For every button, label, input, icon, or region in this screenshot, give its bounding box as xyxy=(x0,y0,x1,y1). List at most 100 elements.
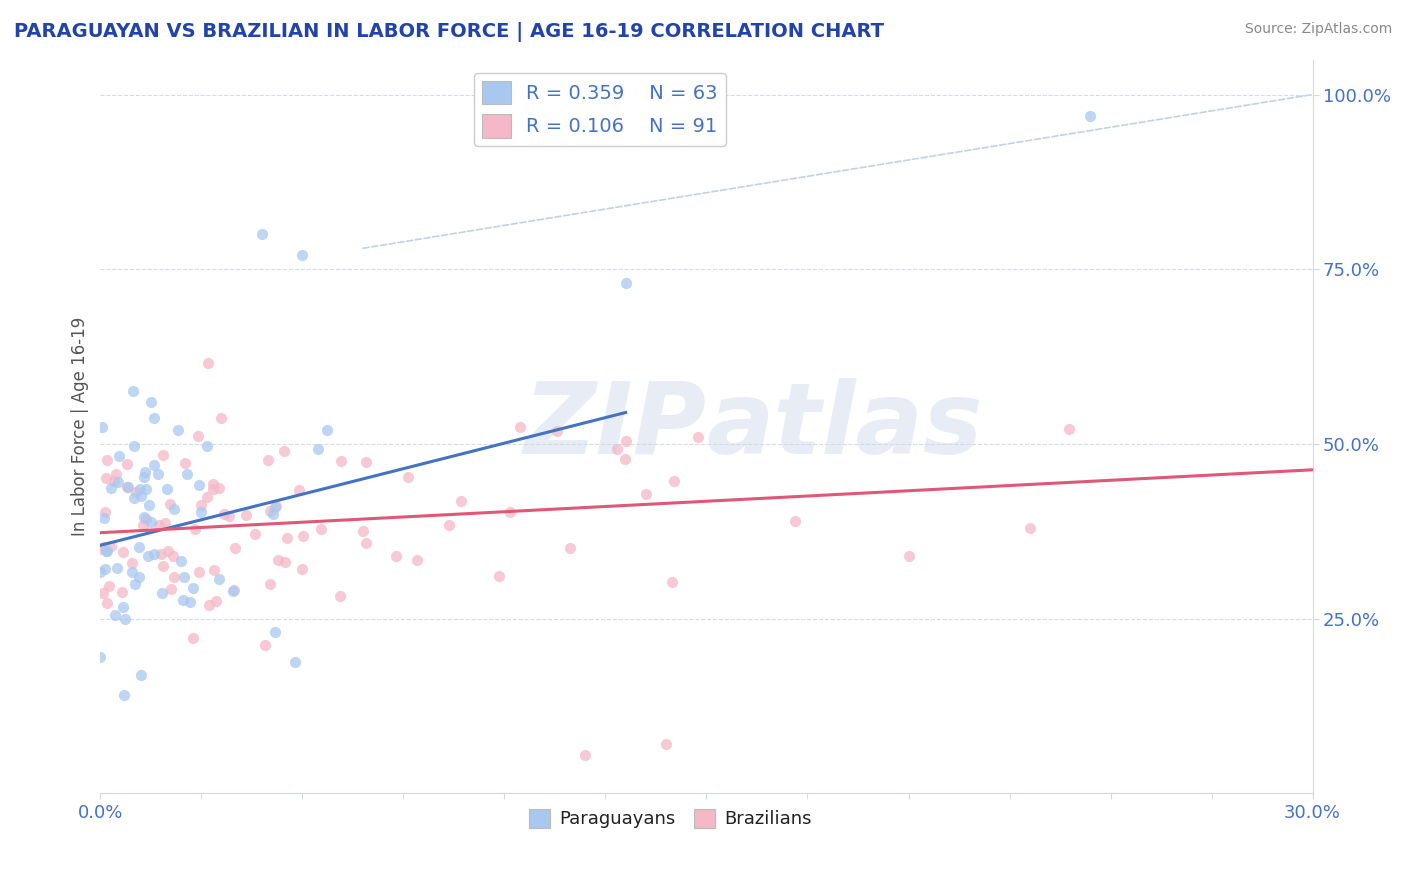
Point xyxy=(224,541,246,555)
Point xyxy=(121,556,143,570)
Point xyxy=(661,574,683,589)
Point xyxy=(197,356,219,370)
Point xyxy=(143,458,166,472)
Point xyxy=(152,449,174,463)
Point xyxy=(897,549,920,563)
Text: Source: ZipAtlas.com: Source: ZipAtlas.com xyxy=(1244,22,1392,37)
Point xyxy=(139,395,162,409)
Point xyxy=(125,484,148,499)
Point xyxy=(183,631,205,645)
Point xyxy=(100,539,122,553)
Point xyxy=(636,487,658,501)
Point xyxy=(93,540,115,554)
Text: PARAGUAYAN VS BRAZILIAN IN LABOR FORCE | AGE 16-19 CORRELATION CHART: PARAGUAYAN VS BRAZILIAN IN LABOR FORCE |… xyxy=(14,22,884,42)
Point xyxy=(276,531,298,545)
Point xyxy=(267,553,290,567)
Point xyxy=(174,456,197,470)
Point xyxy=(96,596,118,610)
Point xyxy=(156,544,179,558)
Point xyxy=(115,458,138,472)
Point xyxy=(664,474,686,488)
Point xyxy=(263,500,285,514)
Point xyxy=(1057,422,1080,436)
Point xyxy=(91,585,114,599)
Point xyxy=(129,482,152,496)
Point xyxy=(89,650,111,665)
Point xyxy=(291,528,314,542)
Point xyxy=(112,688,135,702)
Text: ZIP: ZIP xyxy=(523,378,706,475)
Point xyxy=(574,747,596,762)
Point xyxy=(291,562,314,576)
Point xyxy=(91,420,114,434)
Point xyxy=(173,570,195,584)
Point xyxy=(546,424,568,438)
Point xyxy=(94,505,117,519)
Point xyxy=(309,522,332,536)
Point xyxy=(315,423,337,437)
Point xyxy=(190,504,212,518)
Point xyxy=(1018,521,1040,535)
Point xyxy=(209,410,232,425)
Point xyxy=(94,544,117,558)
Point xyxy=(167,423,190,437)
Point xyxy=(352,524,374,539)
Point xyxy=(262,507,284,521)
Point xyxy=(205,594,228,608)
Point xyxy=(148,467,170,482)
Point xyxy=(202,482,225,496)
Point xyxy=(114,612,136,626)
Point xyxy=(1078,108,1101,122)
Point xyxy=(159,497,181,511)
Point xyxy=(152,559,174,574)
Point xyxy=(94,471,117,485)
Point xyxy=(170,554,193,568)
Point xyxy=(128,570,150,584)
Point xyxy=(104,608,127,623)
Point xyxy=(208,481,231,495)
Point xyxy=(162,549,184,563)
Point xyxy=(176,467,198,482)
Point xyxy=(284,656,307,670)
Point xyxy=(108,449,131,463)
Point xyxy=(100,481,122,495)
Point xyxy=(273,444,295,458)
Point xyxy=(250,227,273,242)
Point xyxy=(509,420,531,434)
Point xyxy=(138,499,160,513)
Point xyxy=(181,582,204,596)
Point xyxy=(160,582,183,596)
Point xyxy=(243,527,266,541)
Point xyxy=(187,478,209,492)
Point xyxy=(488,568,510,582)
Point xyxy=(148,518,170,533)
Point xyxy=(329,454,352,468)
Point xyxy=(129,489,152,503)
Point xyxy=(202,563,225,577)
Point xyxy=(134,470,156,484)
Point xyxy=(105,467,128,482)
Point xyxy=(187,429,209,443)
Point xyxy=(396,470,419,484)
Point xyxy=(179,595,201,609)
Point xyxy=(143,547,166,561)
Point xyxy=(188,565,211,579)
Point xyxy=(134,509,156,524)
Point xyxy=(259,577,281,591)
Point xyxy=(406,553,429,567)
Point xyxy=(98,579,121,593)
Point xyxy=(385,549,408,563)
Point xyxy=(198,598,221,612)
Point xyxy=(614,451,637,466)
Point xyxy=(111,545,134,559)
Point xyxy=(107,475,129,489)
Point xyxy=(90,542,112,557)
Point xyxy=(291,248,314,262)
Point xyxy=(218,508,240,523)
Y-axis label: In Labor Force | Age 16-19: In Labor Force | Age 16-19 xyxy=(72,317,89,536)
Point xyxy=(264,624,287,639)
Point xyxy=(253,638,276,652)
Point xyxy=(96,544,118,558)
Legend: Paraguayans, Brazilians: Paraguayans, Brazilians xyxy=(522,802,818,836)
Point xyxy=(172,592,194,607)
